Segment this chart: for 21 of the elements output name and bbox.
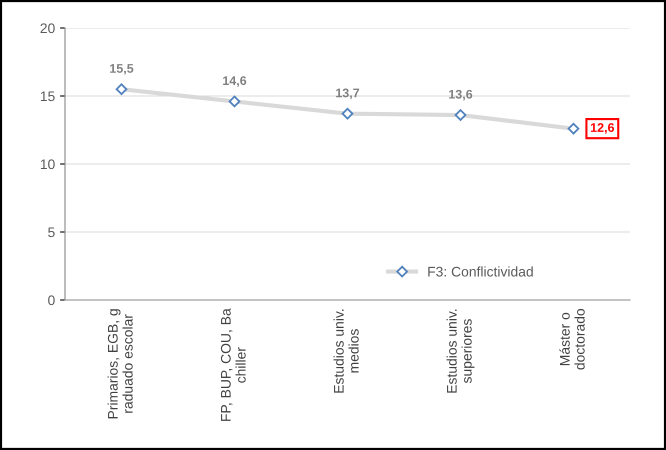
y-tick-label: 15 bbox=[40, 91, 55, 102]
y-tick-label: 10 bbox=[40, 159, 55, 170]
point bbox=[228, 96, 240, 108]
annotation: 12,6 bbox=[590, 123, 614, 134]
point bbox=[342, 108, 354, 120]
y-tick-label: 20 bbox=[40, 23, 55, 34]
y-tick-label: 0 bbox=[48, 295, 55, 306]
y-tick-label: 5 bbox=[48, 227, 55, 238]
legend-label: F3: Conflictividad bbox=[428, 266, 533, 277]
data-label: 13,6 bbox=[449, 90, 472, 100]
x-tick-label: Estudios univ. medios bbox=[334, 310, 359, 393]
point bbox=[568, 122, 580, 134]
point bbox=[116, 83, 128, 96]
x-tick-label: Primarios, EGB, g raduado escolar bbox=[108, 309, 133, 418]
x-tick-label: Máster o doctorado bbox=[559, 308, 585, 370]
x-tick-label: Estudios univ. superiores bbox=[446, 310, 474, 393]
x-tick-label: FP, BUP, COU, Ba chiller bbox=[220, 308, 246, 421]
point bbox=[454, 109, 466, 121]
data-label: 13,7 bbox=[336, 88, 360, 100]
data-label: 14,6 bbox=[223, 76, 246, 87]
data-label: 15,5 bbox=[110, 64, 134, 75]
